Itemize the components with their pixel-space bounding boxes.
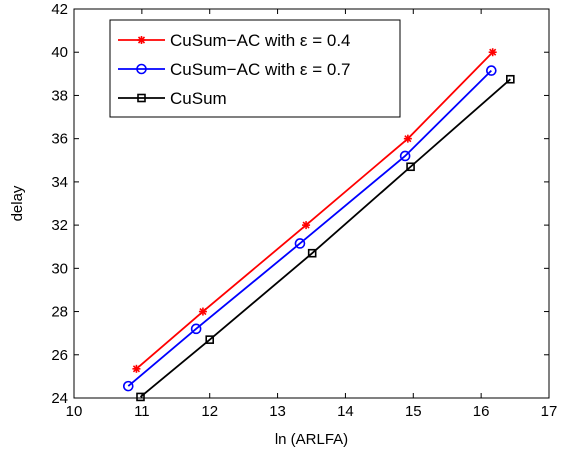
x-tick-label: 17 bbox=[541, 403, 558, 420]
x-tick-label: 14 bbox=[337, 403, 354, 420]
y-tick-label: 36 bbox=[51, 131, 68, 148]
x-tick-label: 16 bbox=[473, 403, 490, 420]
legend-entry: CuSum−AC with ε = 0.4 bbox=[118, 31, 351, 50]
y-tick-label: 26 bbox=[51, 347, 68, 364]
data-point bbox=[302, 221, 311, 230]
data-point bbox=[198, 307, 207, 316]
y-axis-label: delay bbox=[9, 185, 26, 221]
plot-frame bbox=[73, 8, 550, 399]
data-point bbox=[205, 335, 215, 344]
series-3 bbox=[136, 74, 515, 402]
series-line bbox=[139, 78, 511, 398]
y-tick-label: 42 bbox=[51, 1, 68, 18]
data-point bbox=[136, 392, 145, 402]
x-tick-label: 10 bbox=[66, 403, 83, 420]
legend-entry: CuSum bbox=[118, 89, 227, 108]
legend: CuSum−AC with ε = 0.4 CuSum−AC with ε = 0… bbox=[109, 19, 401, 118]
y-tick-label: 34 bbox=[51, 174, 68, 191]
y-tick-label: 28 bbox=[51, 304, 68, 321]
x-tick-label: 13 bbox=[269, 403, 286, 420]
data-point bbox=[122, 380, 134, 392]
legend-marker bbox=[137, 93, 146, 103]
y-tick-label: 32 bbox=[51, 217, 68, 234]
data-point bbox=[506, 74, 515, 84]
series-layer bbox=[122, 48, 515, 402]
series-line bbox=[127, 69, 492, 387]
legend-entry: CuSum−AC with ε = 0.7 bbox=[118, 60, 351, 79]
y-tick-label: 30 bbox=[51, 260, 68, 277]
legend-label: CuSum−AC with ε = 0.4 bbox=[170, 31, 351, 50]
data-point bbox=[486, 65, 497, 76]
data-point bbox=[399, 150, 411, 162]
data-point bbox=[132, 364, 141, 373]
data-point bbox=[307, 248, 317, 258]
y-tick-label: 24 bbox=[51, 390, 68, 407]
x-axis-label: ln (ARLFA) bbox=[275, 431, 348, 448]
series-1 bbox=[132, 48, 497, 373]
x-tick-label: 11 bbox=[134, 403, 150, 420]
legend-marker bbox=[136, 63, 147, 75]
data-point bbox=[403, 134, 412, 143]
x-tick-label: 15 bbox=[405, 403, 422, 420]
data-point bbox=[406, 162, 415, 172]
ticks-layer: 10 11 12 13 14 15 16 17 24 26 28 30 32 34 36 38 40 42 bbox=[51, 1, 557, 420]
data-point bbox=[294, 238, 306, 249]
series-2 bbox=[122, 65, 497, 392]
y-tick-label: 40 bbox=[51, 44, 68, 61]
x-tick-label: 12 bbox=[201, 403, 218, 420]
legend-label: CuSum bbox=[170, 89, 227, 108]
data-point bbox=[190, 323, 202, 335]
data-point bbox=[488, 48, 497, 57]
legend-marker bbox=[137, 36, 146, 44]
y-tick-label: 38 bbox=[51, 87, 68, 104]
legend-label: CuSum−AC with ε = 0.7 bbox=[170, 60, 351, 79]
